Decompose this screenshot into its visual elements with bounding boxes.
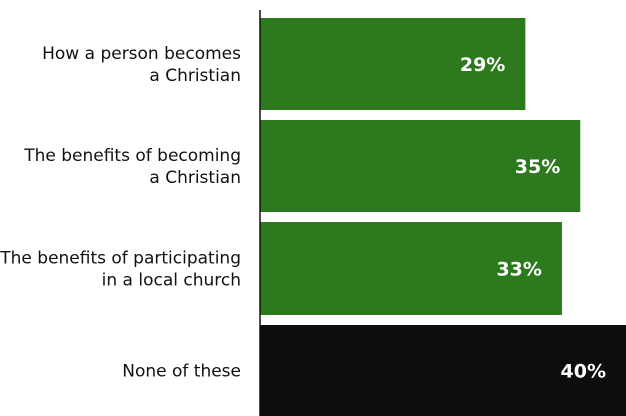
bar-3 <box>260 222 562 315</box>
bar-4 <box>260 325 626 416</box>
bar-1 <box>260 18 526 110</box>
category-label-1-line-2: a Christian <box>149 66 241 86</box>
category-label-3-line-2: in a local church <box>102 271 241 291</box>
value-label-1: 29% <box>460 54 505 76</box>
category-label-4-line-1: None of these <box>122 362 241 382</box>
category-label-1-line-1: How a person becomes <box>42 44 241 64</box>
category-label-2-line-1: The benefits of becoming <box>23 146 241 166</box>
category-label-3-line-1: The benefits of participating <box>0 249 241 269</box>
bar-2 <box>260 120 581 212</box>
value-label-3: 33% <box>496 259 541 281</box>
value-label-2: 35% <box>515 156 560 178</box>
value-label-4: 40% <box>561 361 606 383</box>
category-label-2-line-2: a Christian <box>149 168 241 188</box>
